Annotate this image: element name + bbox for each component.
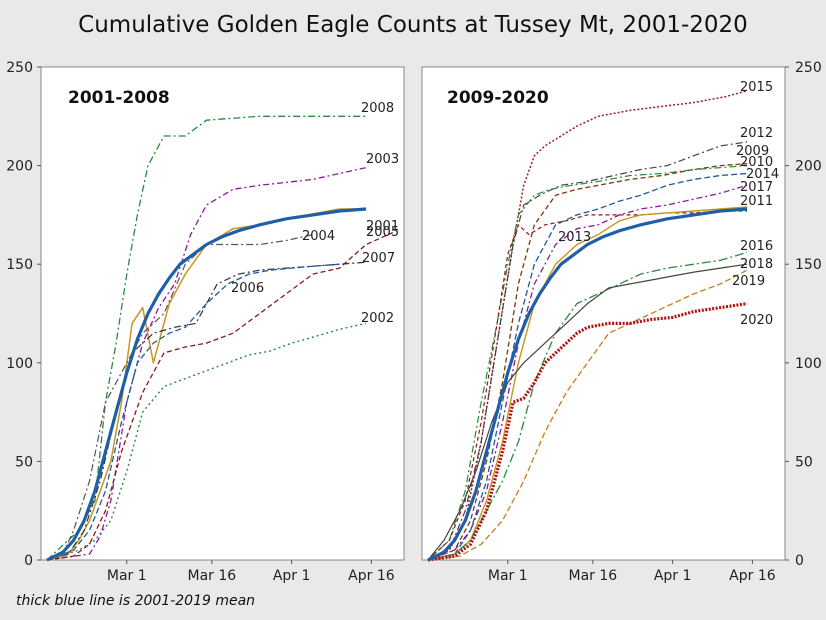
panel-2: 0 50 100 150 200 250 Mar 1 Mar 16 Apr 1 Apr 16 200… bbox=[421, 60, 822, 584]
y-tick-label: 200 bbox=[6, 159, 33, 175]
series-line-2017 bbox=[427, 184, 748, 561]
y-tick-label: 0 bbox=[24, 553, 33, 569]
x-tick-label: Mar 16 bbox=[188, 568, 237, 584]
year-label-2013: 2013 bbox=[558, 230, 591, 245]
series-line-2018 bbox=[427, 263, 748, 561]
y-tick-label: 50 bbox=[795, 454, 813, 470]
year-label-2009: 2009 bbox=[736, 144, 769, 159]
year-label-2012: 2012 bbox=[740, 126, 773, 141]
series-line-2019 bbox=[427, 269, 748, 561]
year-label-2005: 2005 bbox=[366, 225, 399, 240]
year-label-2018: 2018 bbox=[740, 257, 773, 272]
y-tick-label: 250 bbox=[795, 60, 822, 76]
year-label-2001: 2001 bbox=[366, 219, 399, 234]
series-line-2001 bbox=[46, 232, 393, 561]
series-line-2004 bbox=[46, 234, 314, 561]
series-line-2006 bbox=[46, 263, 340, 561]
year-label-2010: 2010 bbox=[740, 155, 773, 170]
panel-title: 2001-2008 bbox=[68, 88, 170, 108]
year-label-2004: 2004 bbox=[302, 229, 335, 244]
series-line-2020 bbox=[427, 302, 748, 562]
series-line-2010 bbox=[427, 165, 748, 561]
panel-title: 2009-2020 bbox=[447, 88, 549, 108]
year-label-2014: 2014 bbox=[746, 167, 779, 182]
series-line-2014 bbox=[427, 172, 748, 561]
x-tick-label: Mar 1 bbox=[488, 568, 528, 584]
panel-1: 0 50 100 150 200 250 Mar 1 Mar 16 Apr 1 Apr 16 200… bbox=[6, 60, 405, 584]
x-tick-label: Apr 1 bbox=[654, 568, 692, 584]
series-line-2016 bbox=[427, 251, 748, 561]
y-tick-label: 50 bbox=[15, 454, 33, 470]
year-label-2011: 2011 bbox=[740, 194, 773, 209]
year-label-2015: 2015 bbox=[740, 80, 773, 95]
footnote: thick blue line is 2001-2019 mean bbox=[16, 593, 256, 609]
y-tick-label: 100 bbox=[795, 356, 822, 372]
year-label-2006: 2006 bbox=[231, 281, 264, 296]
y-tick-label: 150 bbox=[795, 257, 822, 273]
year-label-2016: 2016 bbox=[740, 239, 773, 254]
chart-title: Cumulative Golden Eagle Counts at Tussey… bbox=[78, 12, 748, 38]
x-tick-label: Apr 1 bbox=[273, 568, 311, 584]
year-label-2020: 2020 bbox=[740, 313, 773, 328]
series-line-mean bbox=[427, 207, 748, 562]
y-tick-label: 200 bbox=[795, 159, 822, 175]
y-tick-label: 250 bbox=[6, 60, 33, 76]
series-line-mean bbox=[46, 207, 367, 562]
x-tick-label: Apr 16 bbox=[348, 568, 395, 584]
series-line-2011 bbox=[427, 206, 748, 561]
series-line-2009 bbox=[427, 162, 748, 561]
x-tick-label: Mar 16 bbox=[569, 568, 618, 584]
x-tick-label: Apr 16 bbox=[729, 568, 776, 584]
y-tick-label: 100 bbox=[6, 356, 33, 372]
y-tick-label: 150 bbox=[6, 257, 33, 273]
y-tick-label: 0 bbox=[795, 553, 804, 569]
series-line-2002 bbox=[46, 322, 367, 561]
year-label-2007: 2007 bbox=[362, 251, 395, 266]
series-line-2012 bbox=[427, 141, 748, 561]
year-label-2002: 2002 bbox=[361, 311, 394, 326]
x-tick-label: Mar 1 bbox=[107, 568, 147, 584]
year-label-2017: 2017 bbox=[740, 180, 773, 195]
year-label-2019: 2019 bbox=[732, 274, 765, 289]
year-label-2003: 2003 bbox=[366, 152, 399, 167]
year-label-2008: 2008 bbox=[361, 101, 394, 116]
